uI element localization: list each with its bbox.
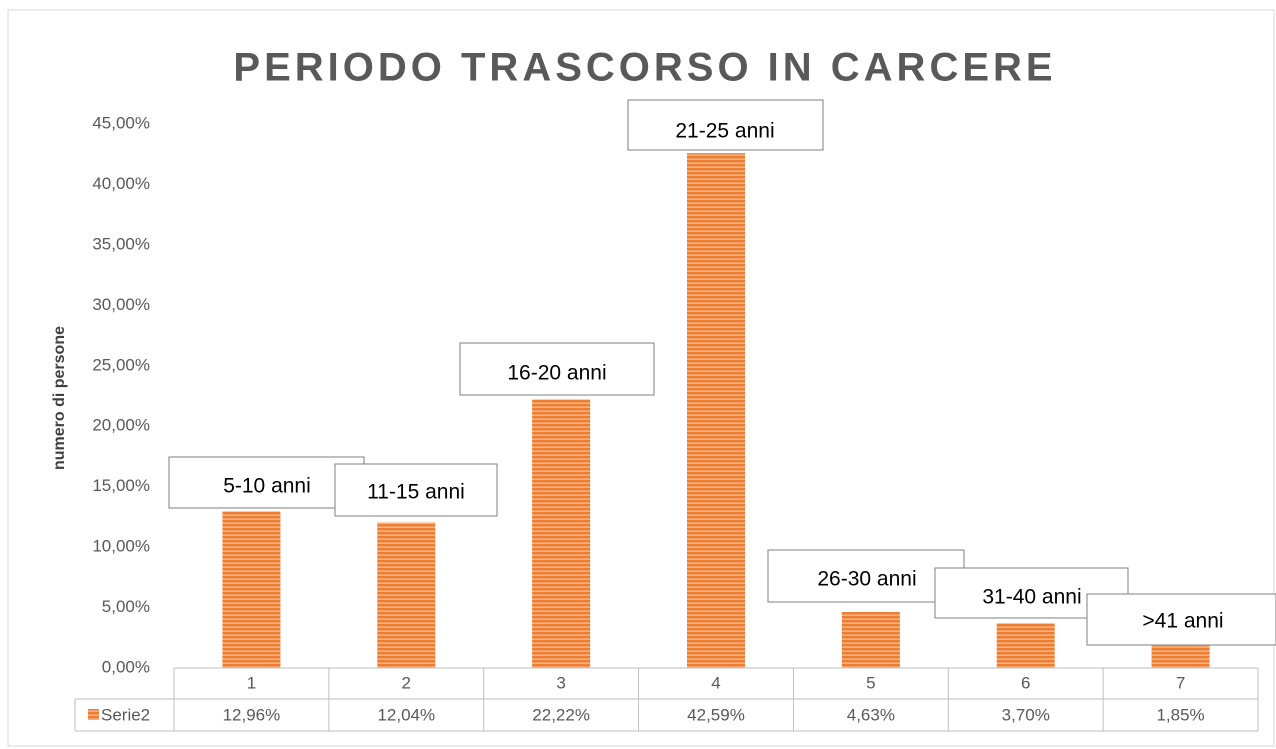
x-tick-label: 5: [866, 673, 875, 692]
bar: [532, 399, 591, 668]
annotation: 16-20 anni: [507, 362, 606, 385]
y-axis-label: numero di persone: [51, 326, 68, 470]
data-table-value: 3,70%: [1002, 705, 1050, 724]
bar: [222, 511, 281, 668]
annotation: 21-25 anni: [675, 120, 774, 143]
y-tick-label: 20,00%: [92, 416, 150, 435]
y-tick-label: 25,00%: [92, 355, 150, 374]
annotation-box: [767, 549, 965, 603]
x-tick-label: 4: [711, 673, 720, 692]
y-tick-label: 40,00%: [92, 174, 150, 193]
data-table-value: 22,22%: [532, 705, 590, 724]
y-tick-label: 10,00%: [92, 537, 150, 556]
annotation: 31-40 anni: [982, 586, 1081, 609]
bar: [996, 623, 1055, 668]
y-tick-label: 0,00%: [102, 657, 150, 676]
x-tick-label: 3: [556, 673, 565, 692]
annotation-box: [334, 463, 498, 517]
y-tick-label: 15,00%: [92, 476, 150, 495]
annotation: 5-10 anni: [223, 475, 311, 498]
x-tick-label: 2: [402, 673, 411, 692]
annotation-box: [627, 99, 824, 151]
x-tick-label: 6: [1021, 673, 1030, 692]
data-table-value: 1,85%: [1156, 705, 1204, 724]
y-tick-label: 30,00%: [92, 295, 150, 314]
bar: [377, 522, 436, 668]
data-table-value: 12,96%: [223, 705, 281, 724]
bar: [1151, 645, 1210, 668]
x-tick-label: 1: [247, 673, 256, 692]
data-table-value: 4,63%: [847, 705, 895, 724]
annotation: >41 anni: [1142, 610, 1223, 633]
annotation-box: [1086, 593, 1276, 646]
y-tick-label: 45,00%: [92, 113, 150, 132]
x-tick-label: 7: [1176, 673, 1185, 692]
chart-title: PERIODO TRASCORSO IN CARCERE: [233, 46, 1056, 90]
bar: [841, 612, 900, 668]
data-table-value: 42,59%: [687, 705, 745, 724]
annotation: 26-30 anni: [817, 568, 916, 591]
data-table-value: 12,04%: [377, 705, 435, 724]
annotation-box: [168, 456, 365, 509]
annotation: 11-15 anni: [367, 481, 465, 504]
y-tick-label: 35,00%: [92, 234, 150, 253]
bar: [687, 153, 745, 668]
y-tick-label: 5,00%: [102, 597, 150, 616]
legend-swatch: [88, 709, 99, 720]
legend-label: Serie2: [101, 705, 150, 724]
annotation-box: [459, 342, 655, 396]
